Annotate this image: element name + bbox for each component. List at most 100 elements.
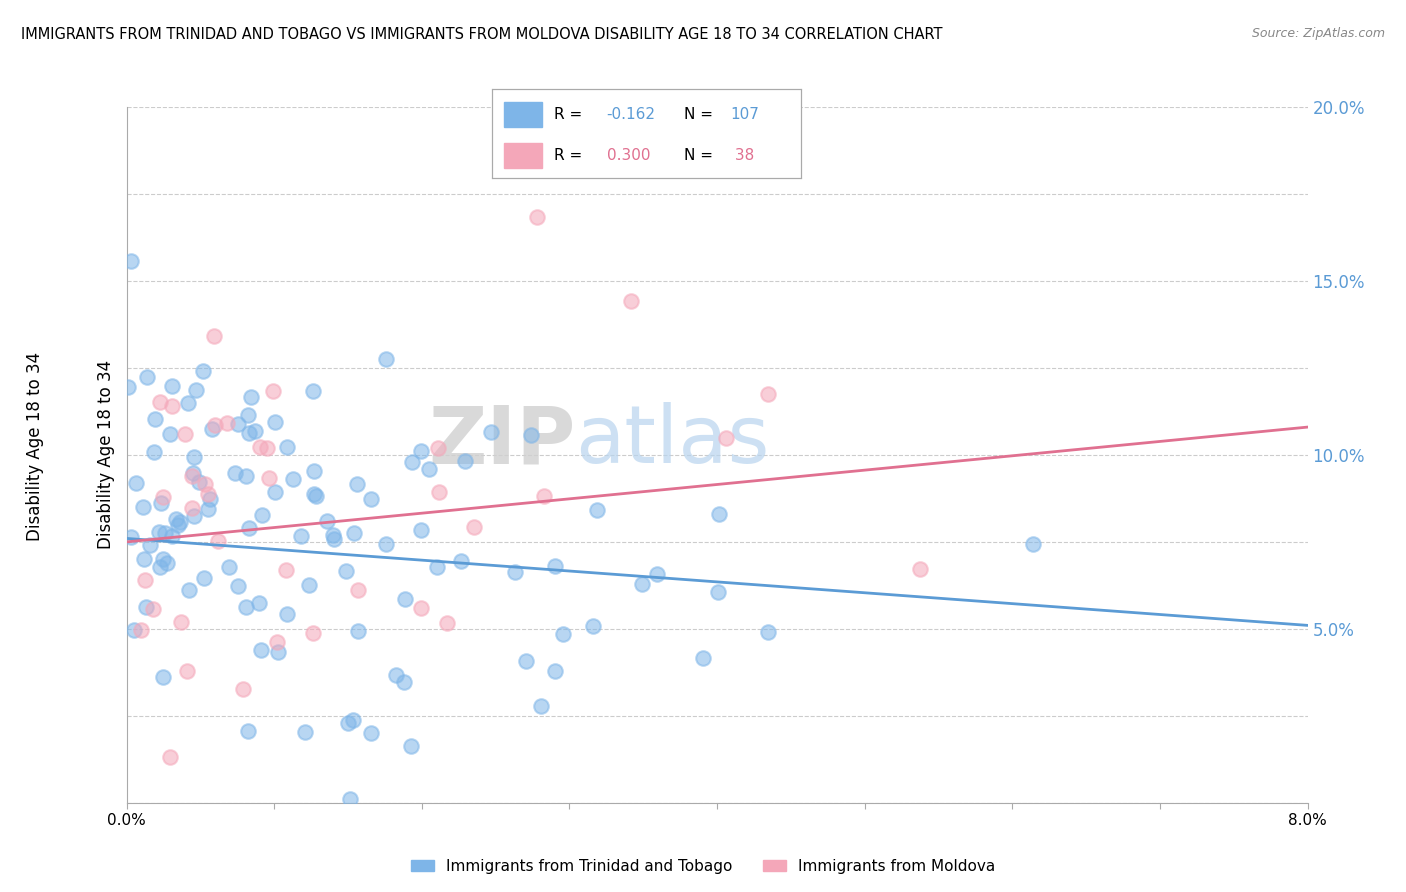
Point — [257, 471, 280, 485]
Point — [346, 476, 368, 491]
Point — [200, 492, 222, 507]
Point — [204, 329, 226, 343]
Point — [266, 635, 288, 649]
Point — [322, 528, 344, 542]
Point — [264, 415, 287, 429]
Point — [135, 600, 157, 615]
Point — [226, 417, 249, 431]
Point — [228, 579, 250, 593]
Text: R =: R = — [554, 148, 588, 162]
Point — [347, 582, 370, 597]
Point — [167, 517, 190, 532]
Point — [337, 715, 360, 730]
Point — [134, 552, 156, 566]
Point — [181, 501, 204, 516]
Point — [186, 383, 208, 397]
Point — [526, 211, 548, 225]
Text: N =: N = — [683, 148, 717, 162]
Point — [454, 454, 477, 468]
Point — [520, 427, 543, 442]
Point — [194, 476, 217, 491]
Point — [160, 400, 183, 414]
Point — [335, 564, 357, 578]
Text: IMMIGRANTS FROM TRINIDAD AND TOBAGO VS IMMIGRANTS FROM MOLDOVA DISABILITY AGE 18: IMMIGRANTS FROM TRINIDAD AND TOBAGO VS I… — [21, 27, 942, 42]
Point — [630, 576, 652, 591]
Point — [197, 502, 219, 516]
Point — [374, 537, 396, 551]
Point — [204, 417, 226, 432]
Point — [302, 384, 325, 398]
Point — [217, 416, 239, 430]
Point — [177, 396, 200, 410]
Point — [188, 475, 211, 490]
Text: -0.162: -0.162 — [606, 107, 655, 121]
Point — [224, 466, 246, 480]
Text: 107: 107 — [730, 107, 759, 121]
Point — [274, 563, 297, 577]
Point — [392, 675, 415, 690]
Point — [281, 472, 304, 486]
Point — [193, 364, 215, 378]
Point — [207, 533, 229, 548]
Point — [149, 560, 172, 574]
Point — [250, 508, 273, 522]
Point — [236, 408, 259, 422]
Point — [304, 487, 326, 501]
Point — [125, 476, 148, 491]
Point — [375, 352, 398, 367]
Point — [232, 681, 254, 696]
Point — [120, 253, 142, 268]
Point — [290, 529, 312, 543]
Point — [533, 490, 555, 504]
Point — [385, 668, 408, 682]
Point — [159, 427, 181, 442]
Point — [170, 615, 193, 629]
Point — [256, 441, 278, 455]
Point — [181, 466, 204, 480]
Text: ZIP: ZIP — [427, 402, 575, 480]
Point — [197, 487, 219, 501]
Point — [183, 508, 205, 523]
Point — [152, 670, 174, 684]
Point — [908, 562, 931, 576]
Point — [250, 643, 273, 657]
Point — [235, 468, 257, 483]
Text: atlas: atlas — [575, 402, 769, 480]
Text: Source: ZipAtlas.com: Source: ZipAtlas.com — [1251, 27, 1385, 40]
Legend: Immigrants from Trinidad and Tobago, Immigrants from Moldova: Immigrants from Trinidad and Tobago, Imm… — [405, 853, 1001, 880]
Point — [409, 600, 432, 615]
Text: 38: 38 — [730, 148, 755, 162]
Point — [714, 431, 737, 445]
Point — [153, 525, 176, 540]
Point — [243, 424, 266, 438]
Point — [181, 469, 204, 483]
Point — [302, 464, 325, 478]
Point — [426, 441, 449, 455]
Point — [360, 491, 382, 506]
Point — [262, 384, 284, 398]
Point — [124, 623, 146, 637]
Point — [585, 503, 607, 517]
Point — [139, 538, 162, 552]
Point — [149, 394, 172, 409]
Point — [142, 602, 165, 616]
Point — [152, 552, 174, 566]
Point — [276, 440, 298, 454]
Point — [174, 427, 197, 442]
Point — [238, 425, 260, 440]
Point — [503, 565, 526, 579]
Point — [515, 654, 537, 668]
Point — [152, 491, 174, 505]
Point — [394, 591, 416, 606]
Point — [1022, 537, 1045, 551]
Point — [165, 512, 187, 526]
Point — [239, 390, 262, 404]
Point — [463, 519, 485, 533]
Point — [247, 596, 270, 610]
Point — [343, 525, 366, 540]
Point — [401, 739, 423, 753]
Text: 0.300: 0.300 — [606, 148, 650, 162]
Point — [418, 461, 440, 475]
Point — [427, 484, 450, 499]
Point — [264, 484, 287, 499]
